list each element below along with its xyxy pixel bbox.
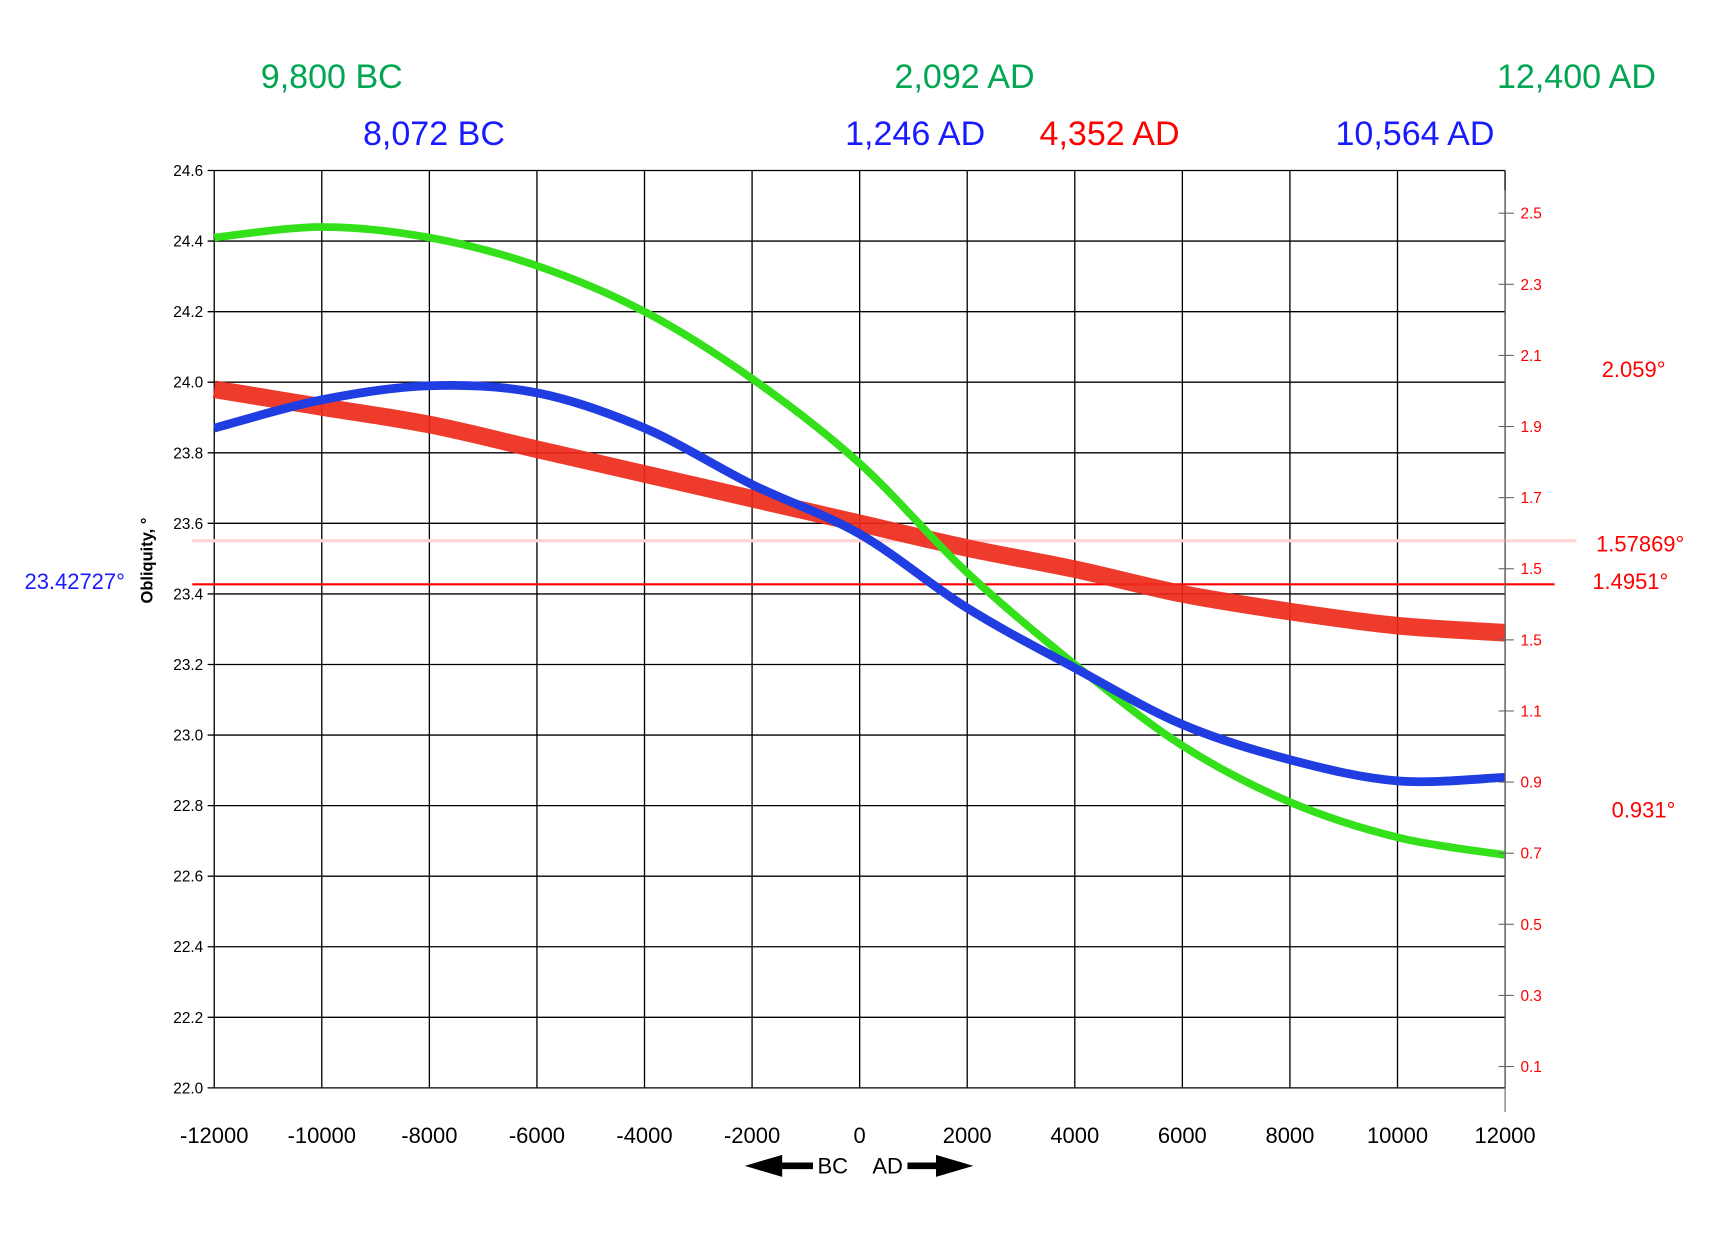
- x-tick-label: 12000: [1475, 1123, 1536, 1148]
- y-tick-label: 22.2: [173, 1010, 203, 1027]
- green-curve: [213, 223, 1506, 859]
- annotation-red-1: 4,352 AD: [1040, 115, 1180, 153]
- right-tick-label: 1.1: [1520, 703, 1541, 720]
- y-tick-label: 22.8: [173, 798, 203, 815]
- y-tick-label: 22.4: [173, 939, 203, 956]
- right-tick-label: 0.7: [1520, 846, 1541, 863]
- right-value-3: 1.4951°: [1592, 569, 1668, 594]
- x-tick-label: 10000: [1367, 1123, 1428, 1148]
- bc-label: BC: [817, 1154, 848, 1179]
- right-tick-label: 2.3: [1520, 277, 1541, 294]
- right-tick-label: 0.1: [1520, 1059, 1541, 1076]
- right-tick-label: 2.5: [1520, 206, 1541, 223]
- right-tick-label: 0.9: [1520, 775, 1541, 792]
- x-tick-label: -4000: [616, 1123, 672, 1148]
- right-value-2: 1.57869°: [1596, 532, 1684, 557]
- right-value-4: 0.931°: [1612, 798, 1676, 823]
- x-tick-label: 2000: [943, 1123, 992, 1148]
- y-tick-label: 24.6: [173, 163, 203, 180]
- right-tick-label: 1.9: [1520, 419, 1541, 436]
- right-tick-label: 1.5: [1520, 561, 1541, 578]
- y-tick-label: 24.2: [173, 304, 203, 321]
- y-tick-label: 22.0: [173, 1080, 203, 1097]
- x-tick-label: 8000: [1265, 1123, 1314, 1148]
- y-tick-label: 23.8: [173, 445, 203, 462]
- ad-label: AD: [872, 1154, 903, 1179]
- x-tick-label: -6000: [509, 1123, 565, 1148]
- y-tick-label: 22.6: [173, 869, 203, 886]
- x-tick-label: -8000: [401, 1123, 457, 1148]
- right-tick-label: 2.1: [1520, 348, 1541, 365]
- arrow-left-icon: [744, 1154, 813, 1177]
- annotation-blue-3: 10,564 AD: [1335, 115, 1494, 153]
- right-tick-label: 0.5: [1520, 917, 1541, 934]
- annotation-blue-1: 8,072 BC: [363, 115, 505, 153]
- y-tick-label: 24.4: [173, 234, 203, 251]
- arrow-right-icon: [907, 1154, 974, 1177]
- y-tick-label: 23.4: [173, 586, 203, 603]
- annotation-green-2: 2,092 AD: [895, 58, 1035, 96]
- y-tick-label: 23.2: [173, 657, 203, 674]
- left-value-label: 23.42727°: [24, 569, 124, 594]
- curves: [192, 223, 1577, 859]
- x-tick-label: -2000: [724, 1123, 780, 1148]
- annotation-blue-2: 1,246 AD: [845, 115, 985, 153]
- y-axis-label: Obliquity, °: [139, 518, 157, 604]
- annotation-green-3: 12,400 AD: [1497, 58, 1656, 96]
- right-tick-label: 1.7: [1520, 490, 1541, 507]
- bc-ad-indicator: BC AD: [744, 1154, 974, 1179]
- x-tick-label: 0: [854, 1123, 866, 1148]
- annotation-green-1: 9,800 BC: [261, 58, 403, 96]
- x-tick-label: -12000: [180, 1123, 248, 1148]
- right-tick-label: 1.5: [1520, 632, 1541, 649]
- right-tick-label: 0.3: [1520, 988, 1541, 1005]
- right-value-1: 2.059°: [1602, 357, 1666, 382]
- x-tick-label: -10000: [288, 1123, 356, 1148]
- y-tick-label: 23.6: [173, 516, 203, 533]
- axes: -12000 -10000 -8000 -6000 -4000 -2000 0 2000 400…: [173, 163, 1542, 1148]
- x-tick-label: 4000: [1050, 1123, 1099, 1148]
- grid: [207, 169, 1506, 1089]
- y-tick-label: 23.0: [173, 728, 203, 745]
- y-tick-label: 24.0: [173, 375, 203, 392]
- x-tick-label: 6000: [1158, 1123, 1207, 1148]
